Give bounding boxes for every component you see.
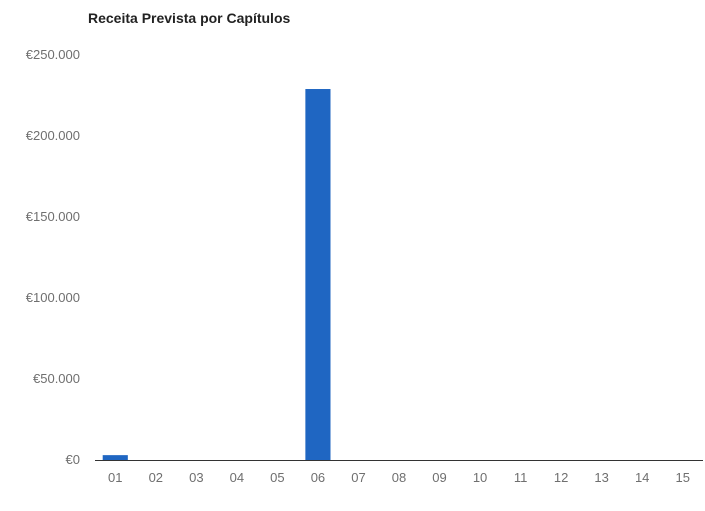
bars (102, 89, 331, 461)
x-tick-label: 04 (230, 470, 244, 485)
x-tick-label: 08 (392, 470, 406, 485)
x-tick-label: 02 (149, 470, 163, 485)
x-tick-label: 07 (351, 470, 365, 485)
y-tick-label: €0 (66, 452, 80, 467)
y-tick-label: €150.000 (26, 209, 80, 224)
x-tick-label: 03 (189, 470, 203, 485)
x-tick-label: 12 (554, 470, 568, 485)
x-tick-label: 11 (514, 470, 528, 485)
bar[interactable] (305, 89, 331, 461)
chart-title: Receita Prevista por Capítulos (88, 10, 291, 26)
x-axis-ticks: 01 02 03 04 05 06 07 08 09 10 11 12 13 14 15 (108, 470, 690, 485)
y-tick-label: €200.000 (26, 128, 80, 143)
x-tick-label: 13 (594, 470, 608, 485)
x-tick-label: 09 (432, 470, 446, 485)
x-tick-label: 14 (635, 470, 649, 485)
x-tick-label: 01 (108, 470, 122, 485)
y-tick-label: €250.000 (26, 47, 80, 62)
y-axis-ticks: €0 €50.000 €100.000 €150.000 €200.000 €250.00… (26, 47, 80, 467)
y-tick-label: €100.000 (26, 290, 80, 305)
x-tick-label: 05 (270, 470, 284, 485)
x-tick-label: 10 (473, 470, 487, 485)
bar[interactable] (102, 455, 128, 460)
y-tick-label: €50.000 (33, 371, 80, 386)
x-tick-label: 06 (311, 470, 325, 485)
x-tick-label: 15 (675, 470, 689, 485)
